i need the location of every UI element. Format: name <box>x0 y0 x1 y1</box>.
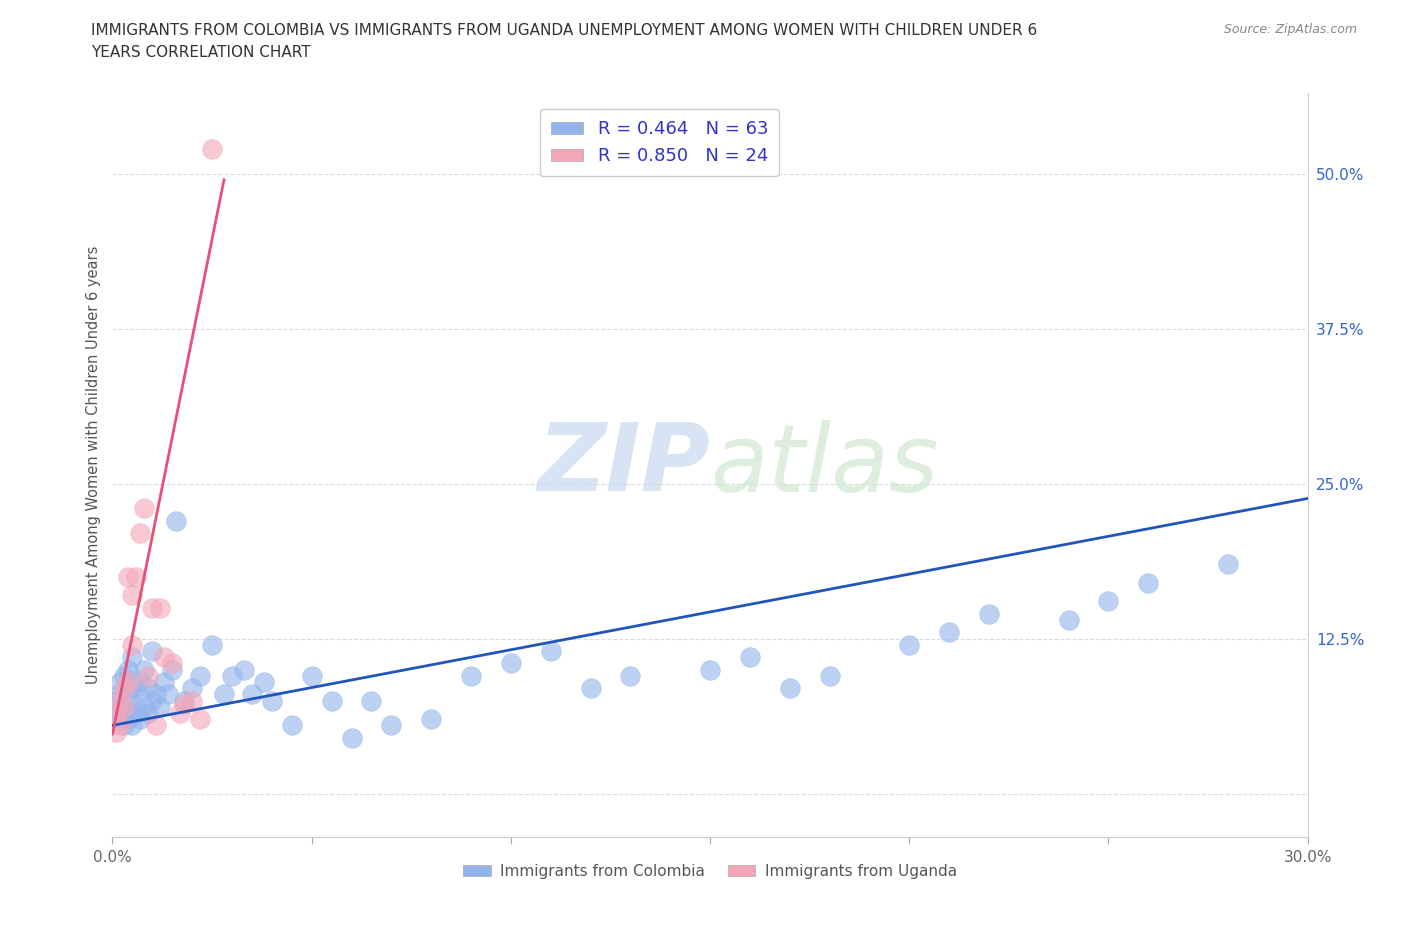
Point <box>114 699 135 714</box>
Point <box>141 693 163 708</box>
Point <box>129 525 152 540</box>
Point <box>105 693 128 708</box>
Point <box>233 662 256 677</box>
Point <box>1057 613 1080 628</box>
Point <box>110 718 132 733</box>
Point <box>169 706 191 721</box>
Point <box>121 588 143 603</box>
Point <box>579 681 602 696</box>
Point <box>253 674 276 689</box>
Point <box>165 513 187 528</box>
Point <box>110 687 132 702</box>
Point <box>162 662 183 677</box>
Point <box>460 669 482 684</box>
Point <box>173 693 195 708</box>
Text: IMMIGRANTS FROM COLOMBIA VS IMMIGRANTS FROM UGANDA UNEMPLOYMENT AMONG WOMEN WITH: IMMIGRANTS FROM COLOMBIA VS IMMIGRANTS F… <box>91 23 1038 38</box>
Point <box>540 644 562 658</box>
Point <box>260 693 283 708</box>
Point <box>125 681 148 696</box>
Point <box>117 662 139 677</box>
Point <box>153 674 176 689</box>
Point <box>121 693 143 708</box>
Point <box>420 711 443 726</box>
Point <box>114 699 135 714</box>
Point <box>898 637 921 652</box>
Point <box>157 687 180 702</box>
Point <box>110 674 132 689</box>
Point <box>938 625 960 640</box>
Point <box>105 706 128 721</box>
Point <box>240 687 263 702</box>
Point <box>181 681 204 696</box>
Point <box>977 606 1000 621</box>
Point <box>173 697 195 711</box>
Point <box>1216 557 1239 572</box>
Point <box>149 699 172 714</box>
Point <box>105 706 128 721</box>
Point <box>141 600 163 615</box>
Point <box>188 711 211 726</box>
Point <box>129 711 152 726</box>
Point <box>201 637 224 652</box>
Point <box>117 711 139 726</box>
Point <box>134 501 156 516</box>
Point <box>281 718 304 733</box>
Point <box>138 706 160 721</box>
Point <box>340 730 363 745</box>
Legend: Immigrants from Colombia, Immigrants from Uganda: Immigrants from Colombia, Immigrants fro… <box>457 858 963 885</box>
Y-axis label: Unemployment Among Women with Children Under 6 years: Unemployment Among Women with Children U… <box>86 246 101 684</box>
Text: atlas: atlas <box>710 419 938 511</box>
Point <box>105 724 128 739</box>
Point <box>321 693 343 708</box>
Point <box>138 681 160 696</box>
Point <box>134 662 156 677</box>
Point <box>117 674 139 689</box>
Point <box>145 718 167 733</box>
Point <box>121 650 143 665</box>
Text: YEARS CORRELATION CHART: YEARS CORRELATION CHART <box>91 45 311 60</box>
Point <box>114 681 135 696</box>
Text: ZIP: ZIP <box>537 419 710 511</box>
Point <box>153 650 176 665</box>
Point <box>110 693 132 708</box>
Point <box>181 693 204 708</box>
Point <box>114 669 135 684</box>
Point <box>221 669 243 684</box>
Point <box>212 687 235 702</box>
Point <box>129 674 152 689</box>
Point <box>121 718 143 733</box>
Point <box>301 669 323 684</box>
Point <box>110 711 132 726</box>
Point <box>125 569 148 584</box>
Point <box>114 718 135 733</box>
Point <box>1137 576 1160 591</box>
Point <box>125 706 148 721</box>
Point <box>619 669 641 684</box>
Point <box>380 718 402 733</box>
Point <box>117 687 139 702</box>
Point <box>499 656 522 671</box>
Point <box>145 687 167 702</box>
Point <box>818 669 841 684</box>
Point <box>162 656 183 671</box>
Point <box>360 693 382 708</box>
Point <box>149 600 172 615</box>
Point <box>188 669 211 684</box>
Point <box>121 637 143 652</box>
Point <box>134 699 156 714</box>
Point <box>699 662 721 677</box>
Point <box>779 681 801 696</box>
Point <box>1097 594 1119 609</box>
Point <box>201 141 224 156</box>
Point <box>141 644 163 658</box>
Point <box>738 650 761 665</box>
Point <box>117 569 139 584</box>
Text: Source: ZipAtlas.com: Source: ZipAtlas.com <box>1223 23 1357 36</box>
Point <box>138 669 160 684</box>
